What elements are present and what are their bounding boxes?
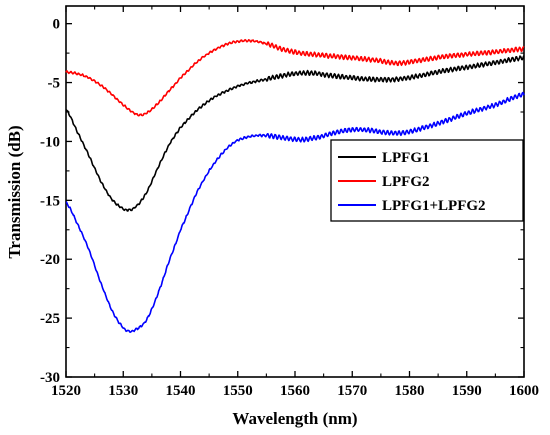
x-tick-label: 1530 xyxy=(108,383,138,399)
y-tick-label: -25 xyxy=(40,311,60,327)
y-tick-label: -15 xyxy=(40,193,60,209)
legend-label-2: LPFG2 xyxy=(382,174,430,190)
y-tick-label: -20 xyxy=(40,252,60,268)
x-axis-title: Wavelength (nm) xyxy=(232,409,357,428)
x-tick-label: 1540 xyxy=(166,383,196,399)
x-tick-label: 1520 xyxy=(51,383,81,399)
x-tick-label: 1600 xyxy=(509,383,539,399)
series-line-2 xyxy=(65,38,525,117)
y-tick-label: -5 xyxy=(48,76,61,92)
legend: LPFG1 LPFG2 LPFG1+LPFG2 xyxy=(330,139,524,222)
y-tick-label: 0 xyxy=(53,17,61,33)
series-line-3 xyxy=(65,91,525,334)
y-tick-label: -30 xyxy=(40,370,60,386)
x-tick-label: 1570 xyxy=(337,383,367,399)
x-tick-label: 1560 xyxy=(280,383,310,399)
x-tick-label: 1550 xyxy=(223,383,253,399)
y-axis-title: Transmission (dB) xyxy=(5,125,24,258)
series-layer xyxy=(65,38,525,334)
y-tick-label: -10 xyxy=(40,134,60,150)
ticks: 1520 1530 1540 1550 1560 1570 1580 1590 1600 0 -5 -… xyxy=(40,6,539,399)
legend-label-1: LPFG1 xyxy=(382,150,430,166)
legend-label-3: LPFG1+LPFG2 xyxy=(382,198,486,214)
x-tick-label: 1590 xyxy=(452,383,482,399)
x-tick-label: 1580 xyxy=(395,383,425,399)
series-line-1 xyxy=(65,55,525,212)
